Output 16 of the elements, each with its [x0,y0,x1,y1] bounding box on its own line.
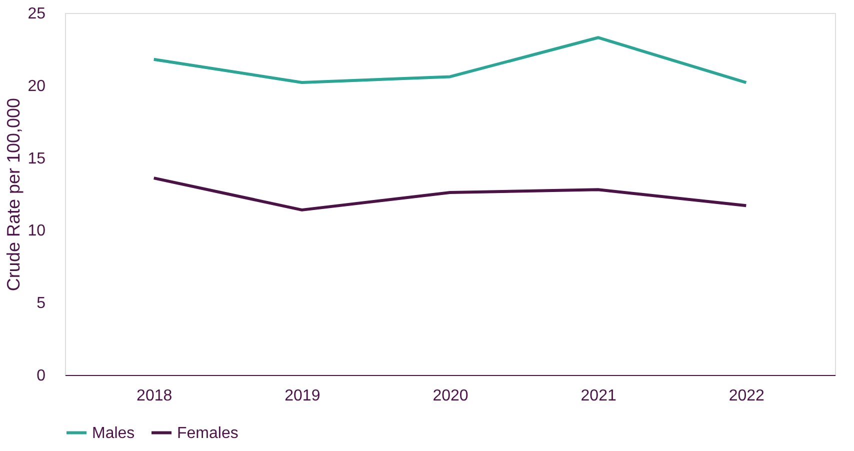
y-tick-label: 20 [28,78,46,95]
line-series [152,36,748,84]
x-tick-label: 2019 [284,388,320,404]
y-tick-label: 10 [28,222,46,240]
y-tick-label: 25 [28,6,46,22]
line-series [152,176,748,212]
x-tick-label: 2018 [136,388,172,404]
legend-label: Males [92,424,135,442]
y-tick-label: 5 [36,295,46,312]
legend-label: Females [177,424,238,442]
x-tick-label: 2020 [432,388,468,404]
y-axis-title: Crude Rate per 100,000 [4,98,24,292]
x-tick-label: 2022 [728,388,765,404]
y-tick-label: 15 [28,150,46,168]
y-tick-label: 0 [36,368,46,384]
x-tick-label: 2021 [580,388,616,404]
